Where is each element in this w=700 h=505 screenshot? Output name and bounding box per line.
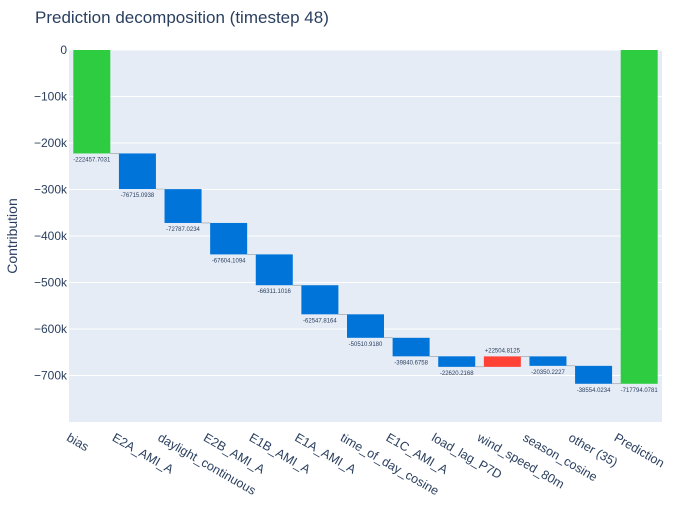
- x-tick-label: Prediction: [612, 430, 667, 470]
- y-tick-label: −400k: [34, 229, 68, 243]
- data-label: -67604.1094: [212, 258, 246, 264]
- waterfall-bar: [301, 285, 339, 315]
- y-tick-label: 0: [60, 43, 67, 57]
- waterfall-bar: [620, 50, 658, 384]
- waterfall-bar: [210, 222, 248, 255]
- data-label: -66311.1016: [258, 289, 292, 295]
- bar-layer: [73, 50, 658, 384]
- waterfall-bar: [529, 356, 567, 366]
- data-label: -38554.0234: [577, 388, 611, 394]
- waterfall-bar: [347, 314, 384, 338]
- data-label: -20350.2227: [531, 370, 565, 376]
- y-tick-label: −700k: [34, 369, 68, 383]
- y-tick-labels: 0 −100k −200k −300k −400k −500k −600k −700k: [34, 43, 68, 383]
- data-label: +22504.8125: [485, 348, 521, 354]
- data-label: -22620.2168: [440, 371, 474, 377]
- data-label: -72787.0234: [166, 227, 200, 233]
- data-label: -76715.0938: [121, 193, 155, 199]
- waterfall-bar: [73, 50, 111, 154]
- y-tick-label: −200k: [34, 136, 68, 150]
- waterfall-bar: [392, 337, 430, 357]
- waterfall-bar: [164, 189, 202, 223]
- data-label: -50510.9180: [349, 342, 383, 348]
- waterfall-bar: [118, 153, 156, 190]
- y-tick-label: −600k: [34, 322, 68, 336]
- chart-title: Prediction decomposition (timestep 48): [35, 8, 329, 27]
- connector-layer: [110, 153, 621, 385]
- waterfall-bar: [438, 356, 476, 367]
- data-label: -222457.7031: [73, 157, 111, 163]
- data-label: -39840.6758: [394, 360, 428, 366]
- waterfall-bar: [255, 254, 293, 286]
- y-tick-label: −100k: [34, 90, 68, 104]
- y-axis-title: Contribution: [4, 198, 20, 274]
- waterfall-bar: [575, 365, 613, 384]
- label-layer: -222457.7031 -76715.0938 -72787.0234 -67604…: [73, 157, 658, 393]
- y-tick-label: −300k: [34, 183, 68, 197]
- x-tick-label: bias: [64, 430, 91, 454]
- data-label: -62547.8164: [303, 318, 337, 324]
- x-tick-labels: bias E2A_AMI_Adaylight_continuousE2B_AMI_…: [64, 430, 667, 498]
- waterfall-bar: [483, 356, 521, 367]
- y-tick-label: −500k: [34, 276, 68, 290]
- data-label: -717794.0781: [621, 388, 659, 394]
